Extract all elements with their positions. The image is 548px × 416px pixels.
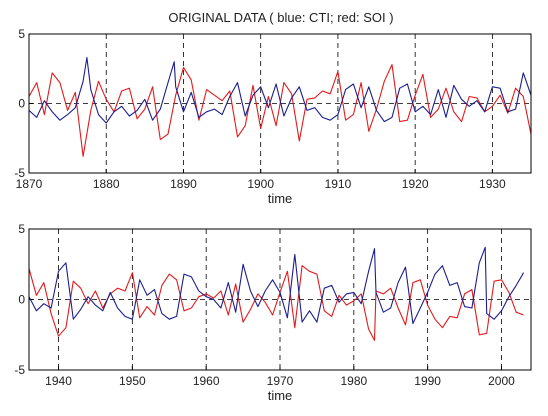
series-line-soi bbox=[29, 64, 531, 157]
top-panel: 1870 1880 1890 1900 1910 1920 1930 5 0 -5 time bbox=[14, 27, 532, 206]
y-tick-label--5: -5 bbox=[14, 363, 25, 377]
x-tick-label-1990: 1990 bbox=[414, 374, 441, 388]
x-tick-label-1910: 1910 bbox=[325, 177, 352, 191]
figure-title: ORIGINAL DATA ( blue: CTI; red: SOI ) bbox=[168, 10, 393, 25]
series-line-cti bbox=[29, 246, 525, 325]
y-tick-label-5: 5 bbox=[18, 222, 25, 236]
axis-box bbox=[28, 33, 532, 174]
x-tick-label-1930: 1930 bbox=[479, 177, 506, 191]
x-axis-label: time bbox=[268, 388, 293, 403]
x-tick-label-1950: 1950 bbox=[119, 374, 146, 388]
series-line-cti bbox=[29, 57, 531, 124]
x-tick-label-1940: 1940 bbox=[45, 374, 72, 388]
x-tick-label-1900: 1900 bbox=[247, 177, 274, 191]
x-tick-label-1980: 1980 bbox=[340, 374, 367, 388]
y-tick-label-0: 0 bbox=[18, 97, 25, 111]
x-tick-label-1970: 1970 bbox=[267, 374, 294, 388]
series-line-soi bbox=[29, 265, 524, 341]
x-tick-label-1870: 1870 bbox=[16, 177, 43, 191]
x-axis-label: time bbox=[268, 191, 293, 206]
x-tick-label-1920: 1920 bbox=[402, 177, 429, 191]
x-tick-label-1960: 1960 bbox=[193, 374, 220, 388]
x-tick-label-1890: 1890 bbox=[170, 177, 197, 191]
axis-box bbox=[28, 228, 532, 371]
y-tick-label-5: 5 bbox=[18, 27, 25, 41]
x-tick-label-1880: 1880 bbox=[93, 177, 120, 191]
x-tick-label-2000: 2000 bbox=[488, 374, 515, 388]
y-tick-label-0: 0 bbox=[18, 293, 25, 307]
y-tick-label--5: -5 bbox=[14, 166, 25, 180]
bottom-panel: 1940 1950 1960 1970 1980 1990 2000 5 0 -5 time bbox=[14, 222, 532, 403]
